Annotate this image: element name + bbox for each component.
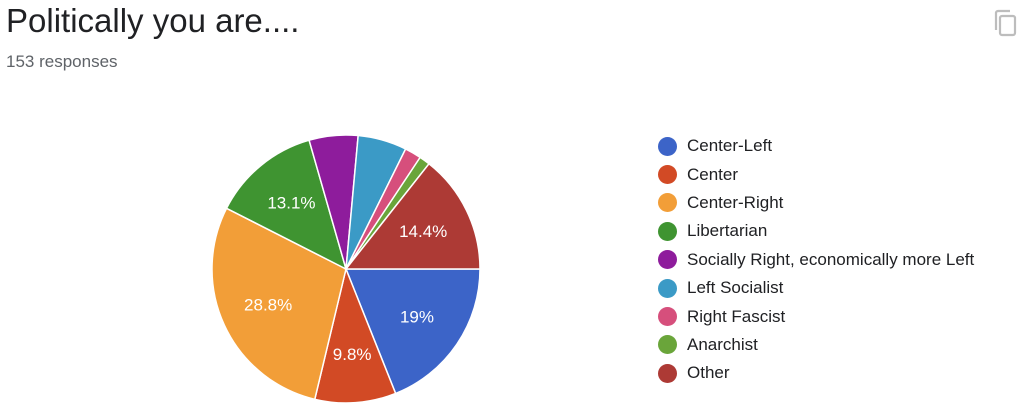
legend-item-libertarian: Libertarian	[658, 217, 974, 245]
legend-label: Center	[687, 164, 739, 184]
pie-slice-libertarian	[225, 139, 348, 271]
pie-slice-other	[344, 162, 481, 270]
slice-label-center-left: 19%	[400, 308, 434, 327]
chart-title: Politically you are....	[6, 2, 300, 39]
slice-label-center: 9.8%	[333, 345, 372, 364]
legend-label: Right Fascist	[687, 306, 786, 326]
legend-item-socially-right-economically-more-left: Socially Right, economically more Left	[658, 246, 974, 274]
legend-label: Libertarian	[687, 221, 768, 241]
response-count: 153 responses	[6, 52, 118, 71]
legend-item-center-left: Center-Left	[658, 132, 974, 160]
chart-legend: Center-Left Center Center-Right Libertarian…	[658, 132, 974, 388]
legend-label: Socially Right, economically more Left	[687, 249, 975, 269]
copy-button[interactable]	[988, 6, 1022, 40]
legend-swatch	[658, 136, 677, 156]
legend-item-other: Other	[658, 359, 974, 387]
legend-label: Center-Left	[687, 136, 773, 156]
slice-label-libertarian: 13.1%	[267, 193, 315, 212]
pie-slice-center-right	[211, 207, 347, 401]
legend-swatch	[658, 250, 677, 270]
legend-label: Center-Right	[687, 192, 784, 212]
pie-slice-center-left	[344, 268, 481, 395]
legend-label: Anarchist	[687, 334, 758, 354]
copy-icon	[994, 9, 1017, 37]
legend-item-left-socialist: Left Socialist	[658, 274, 974, 302]
legend-item-right-fascist: Right Fascist	[658, 302, 974, 330]
legend-item-anarchist: Anarchist	[658, 331, 974, 359]
pie-slice-center	[313, 266, 397, 404]
legend-swatch	[658, 221, 677, 241]
legend-item-center: Center	[658, 160, 974, 188]
legend-swatch	[658, 363, 677, 383]
legend-swatch	[658, 193, 677, 213]
legend-swatch	[658, 165, 677, 185]
slice-label-center-right: 28.8%	[244, 295, 292, 314]
legend-swatch	[658, 278, 677, 298]
legend-swatch	[658, 307, 677, 327]
legend-label: Other	[687, 363, 730, 383]
legend-item-center-right: Center-Right	[658, 189, 974, 217]
slice-label-other: 14.4%	[399, 222, 447, 241]
legend-label: Left Socialist	[687, 278, 784, 298]
legend-swatch	[658, 335, 677, 355]
